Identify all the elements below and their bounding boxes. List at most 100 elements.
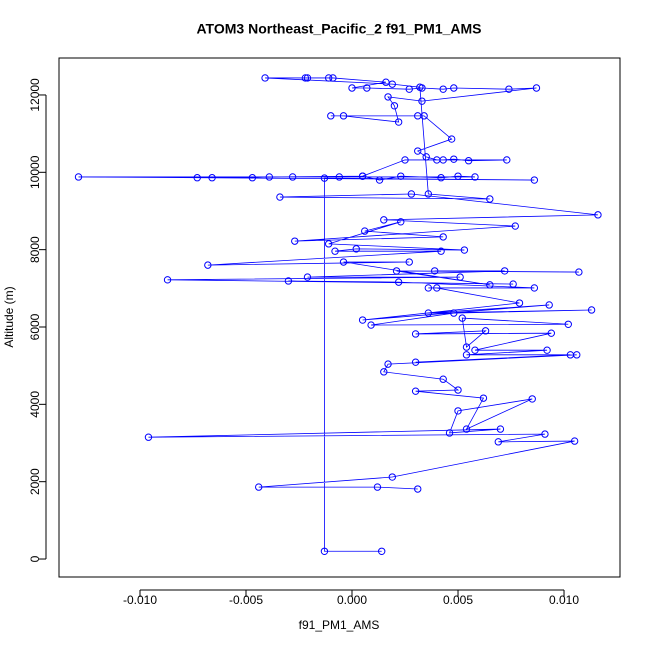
data-point [424, 284, 433, 292]
data-point [570, 437, 579, 445]
x-tick-label: -0.010 [123, 593, 157, 607]
data-point [530, 284, 539, 292]
y-tick-label: 12000 [28, 78, 42, 112]
data-point [575, 268, 583, 276]
data-point [422, 153, 430, 161]
data-point [352, 245, 360, 253]
data-point [193, 174, 201, 182]
data-point [486, 281, 494, 289]
data-point [320, 174, 329, 182]
data-point [339, 112, 348, 120]
data-point [486, 195, 494, 203]
data-point [390, 102, 399, 110]
data-point [276, 193, 284, 201]
data-point [339, 258, 348, 266]
data-point [460, 246, 469, 254]
data-point [418, 97, 426, 105]
data-point [358, 316, 367, 324]
data-point [515, 299, 524, 307]
data-point [462, 425, 471, 433]
data-point [163, 276, 172, 284]
data-point [388, 473, 396, 481]
data-point [373, 483, 382, 491]
data-point [454, 172, 462, 180]
data-point [464, 157, 473, 165]
data-point [471, 173, 479, 181]
data-point [208, 174, 216, 182]
data-point [528, 395, 536, 403]
data-point [367, 321, 375, 329]
data-point [303, 74, 312, 82]
data-point [479, 394, 488, 402]
x-axis-label: f91_PM1_AMS [299, 618, 380, 632]
data-point [414, 112, 422, 120]
x-tick-label: 0.000 [337, 593, 367, 607]
x-tick-label: 0.005 [443, 593, 473, 607]
data-point [324, 240, 333, 248]
data-point [255, 483, 263, 491]
data-point [411, 358, 420, 366]
data-point [380, 216, 388, 224]
data-point [397, 218, 405, 226]
data-point [500, 267, 509, 275]
y-tick-label: 4000 [28, 391, 42, 418]
x-tick-label: 0.010 [549, 593, 579, 607]
x-tick-label: -0.005 [229, 593, 263, 607]
data-point [433, 156, 441, 164]
data-point [348, 84, 356, 92]
data-point [414, 485, 422, 493]
data-point [503, 156, 511, 164]
data-point [327, 112, 335, 120]
data-point [405, 85, 413, 93]
data-point [433, 284, 441, 292]
data-point [401, 156, 409, 164]
data-point [511, 222, 519, 230]
data-point [564, 320, 572, 328]
data-point [363, 84, 371, 92]
data-point [320, 547, 329, 555]
data-line [78, 77, 598, 552]
data-point [447, 135, 456, 143]
data-point [450, 155, 458, 163]
y-axis-label: Altitude (m) [2, 286, 16, 347]
data-point [261, 74, 269, 82]
data-point [505, 85, 513, 93]
data-point [445, 429, 454, 437]
data-point [284, 277, 293, 285]
data-point [454, 407, 462, 415]
data-point [547, 329, 556, 337]
data-point [411, 330, 420, 338]
data-point [543, 346, 551, 354]
data-point [411, 387, 420, 395]
y-tick-label: 10000 [28, 155, 42, 189]
data-point [358, 172, 367, 180]
data-point [382, 78, 390, 86]
data-point [462, 351, 471, 359]
data-point [407, 190, 416, 198]
data-point [388, 80, 396, 88]
data-point [430, 267, 439, 275]
data-point [437, 174, 445, 182]
data-point [392, 267, 401, 275]
data-point [405, 258, 413, 266]
data-point [384, 360, 392, 368]
data-point [377, 547, 386, 555]
data-point [494, 438, 503, 446]
data-point [204, 261, 212, 269]
data-point [301, 74, 310, 82]
y-tick-label: 0 [28, 555, 42, 562]
data-point [573, 351, 581, 359]
data-point [288, 173, 297, 181]
data-point [394, 278, 403, 286]
y-tick-label: 2000 [28, 468, 42, 495]
data-point [594, 211, 602, 219]
data-point [456, 273, 464, 281]
data-point [291, 237, 299, 245]
data-point [450, 84, 458, 92]
data-point [424, 309, 433, 317]
data-point [384, 93, 392, 101]
data-point [416, 83, 424, 91]
data-point [587, 306, 596, 314]
data-point [509, 280, 517, 288]
